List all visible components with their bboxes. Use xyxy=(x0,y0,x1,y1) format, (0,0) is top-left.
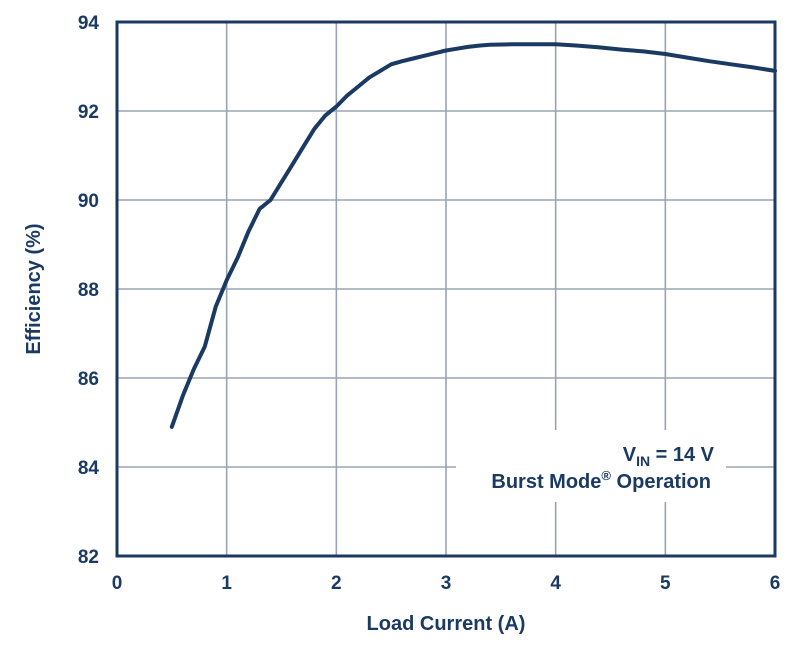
y-tick-label: 88 xyxy=(78,280,99,301)
vin-base: V xyxy=(623,444,637,466)
grid-lines xyxy=(117,22,775,556)
mode-annotation: Burst Mode® Operation xyxy=(491,468,711,493)
y-axis-label: Efficiency (%) xyxy=(23,223,45,354)
x-tick-label: 5 xyxy=(660,573,671,594)
mode-base: Burst Mode xyxy=(491,471,601,493)
registered-mark: ® xyxy=(601,468,611,483)
x-tick-label: 2 xyxy=(331,573,342,594)
plot-frame xyxy=(115,20,777,558)
y-tick-label: 90 xyxy=(78,191,99,212)
x-tick-label: 0 xyxy=(112,573,123,594)
x-tick-label: 4 xyxy=(550,573,561,594)
y-tick-label: 86 xyxy=(78,369,99,390)
x-tick-labels: 0 1 2 3 4 5 6 xyxy=(112,573,781,594)
efficiency-line xyxy=(169,42,777,429)
y-tick-label: 92 xyxy=(78,102,99,123)
x-tick-label: 3 xyxy=(441,573,452,594)
y-tick-label: 94 xyxy=(78,13,100,34)
vin-value: = 14 V xyxy=(650,444,715,466)
x-tick-label: 6 xyxy=(770,573,781,594)
y-tick-label: 84 xyxy=(78,458,100,479)
mode-rest: Operation xyxy=(611,471,711,493)
annotation-background xyxy=(456,430,726,502)
vin-subscript: IN xyxy=(636,453,650,469)
y-tick-label: 82 xyxy=(78,547,99,568)
x-tick-label: 1 xyxy=(221,573,232,594)
x-axis-label: Load Current (A) xyxy=(367,613,526,635)
vin-annotation: VIN = 14 V xyxy=(623,444,715,469)
y-tick-labels: 82 84 86 88 90 92 94 xyxy=(78,13,100,568)
series-layer xyxy=(169,42,777,429)
